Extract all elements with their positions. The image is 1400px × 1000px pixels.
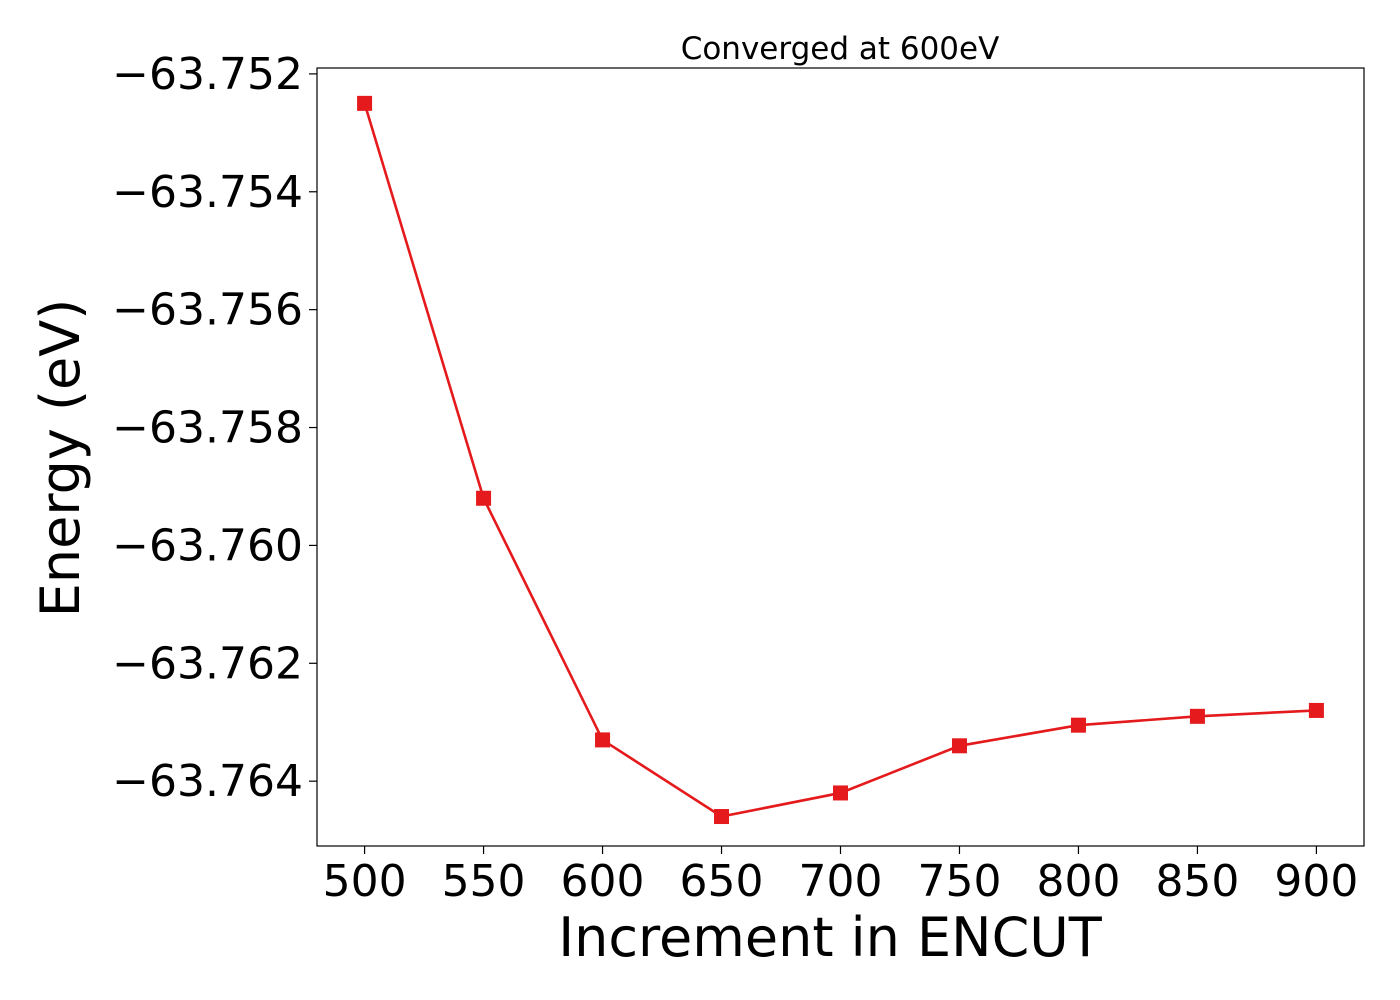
y-tick-label: −63.762 (112, 638, 303, 689)
data-point-marker (1308, 702, 1324, 718)
y-tick-label: −63.764 (112, 756, 303, 807)
data-point-marker (714, 809, 730, 825)
y-tick-label: −63.752 (112, 49, 303, 100)
data-point-marker (1189, 708, 1205, 724)
x-tick-label: 500 (323, 856, 407, 907)
y-tick-label: −63.758 (112, 403, 303, 454)
x-tick-label: 650 (680, 856, 764, 907)
data-point-marker (1070, 717, 1086, 733)
x-tick-label: 550 (442, 856, 526, 907)
x-tick-label: 850 (1155, 856, 1239, 907)
data-point-marker (357, 95, 373, 111)
data-point-marker (595, 732, 611, 748)
series-layer (357, 95, 1324, 825)
x-tick-label: 800 (1036, 856, 1120, 907)
y-axis: −63.752 −63.754 −63.756 −63.758 −63.760 −63.7… (112, 49, 317, 807)
x-tick-label: 900 (1274, 856, 1358, 907)
chart-title: Converged at 600eV (681, 31, 1000, 67)
y-tick-label: −63.760 (112, 520, 303, 571)
x-axis: 500 550 600 650 700 750 800 850 900 (323, 846, 1358, 907)
plot-area-frame (316, 67, 1365, 847)
x-tick-label: 750 (917, 856, 1001, 907)
data-point-marker (951, 738, 967, 754)
y-tick-label: −63.754 (112, 167, 303, 218)
y-axis-label: Energy (eV) (29, 299, 92, 618)
data-point-marker (833, 785, 848, 801)
y-tick-label: −63.756 (112, 285, 303, 336)
x-tick-label: 700 (799, 856, 883, 907)
x-tick-label: 600 (561, 856, 645, 907)
data-point-marker (476, 490, 492, 506)
series-line (363, 102, 1317, 818)
x-axis-label: Increment in ENCUT (558, 906, 1103, 969)
